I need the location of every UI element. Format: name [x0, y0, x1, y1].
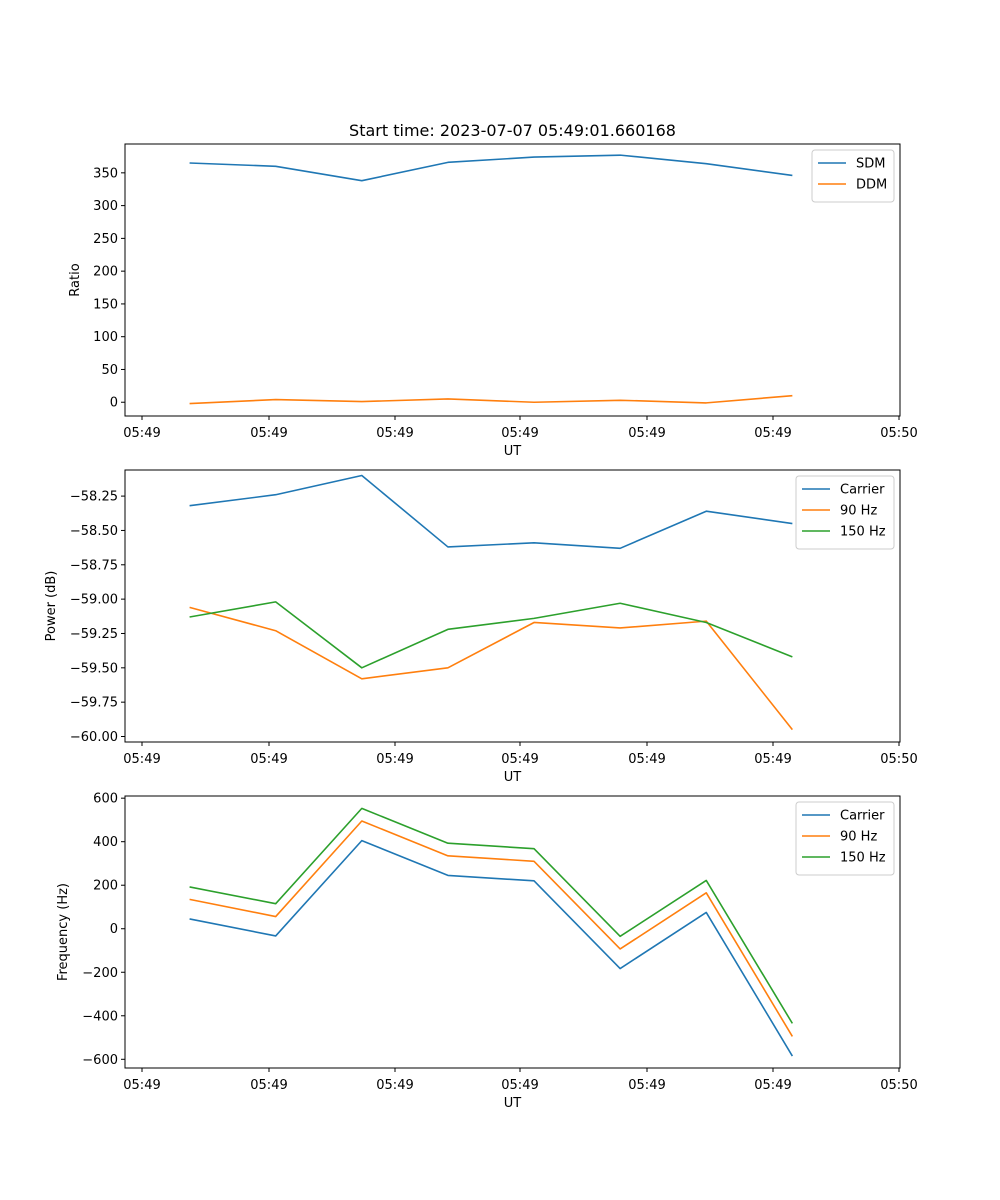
- chart-title: Start time: 2023-07-07 05:49:01.660168: [349, 121, 676, 140]
- legend-entry: 90 Hz: [840, 504, 877, 519]
- x-tick-label: 05:49: [628, 1078, 665, 1093]
- y-tick-label: −600: [82, 1053, 118, 1068]
- x-tick-label: 05:49: [754, 752, 791, 767]
- x-tick-label: 05:49: [501, 752, 538, 767]
- series-line-150-hz: [189, 807, 794, 1024]
- axes-frame: [124, 469, 901, 743]
- x-tick-label: 05:49: [501, 426, 538, 441]
- x-tick-label: 05:49: [501, 1078, 538, 1093]
- y-axis-label: Power (dB): [44, 571, 59, 642]
- series-line-90-hz: [189, 820, 794, 1037]
- y-tick-label: 0: [110, 396, 118, 411]
- y-tick-label: 150: [93, 297, 118, 312]
- x-tick-label: 05:49: [123, 426, 160, 441]
- series-line-ddm: [189, 394, 793, 405]
- y-tick-label: 600: [93, 792, 118, 807]
- y-tick-label: 300: [93, 199, 118, 214]
- legend: Carrier 90 Hz 150 Hz: [795, 475, 895, 550]
- y-tick-label: −58.50: [70, 524, 118, 539]
- x-tick-label: 05:49: [628, 752, 665, 767]
- series-line-carrier: [189, 474, 793, 550]
- y-tick-label: 350: [93, 166, 118, 181]
- legend-entry: SDM: [856, 157, 885, 172]
- y-axis-label: Ratio: [68, 263, 83, 296]
- x-axis-label: UT: [504, 770, 522, 785]
- y-tick-label: −59.75: [70, 696, 118, 711]
- y-tick-label: −59.00: [70, 593, 118, 608]
- x-tick-label: 05:49: [250, 752, 287, 767]
- y-tick-label: −58.75: [70, 558, 118, 573]
- y-tick-label: 50: [101, 363, 118, 378]
- y-tick-label: 0: [110, 922, 118, 937]
- y-tick-label: 400: [93, 835, 118, 850]
- legend-entry: 150 Hz: [840, 851, 886, 866]
- series-line-carrier: [189, 839, 794, 1057]
- x-tick-label: 05:50: [880, 1078, 917, 1093]
- legend: SDM DDM: [811, 149, 895, 203]
- x-axis-label: UT: [504, 1096, 522, 1111]
- legend: Carrier 90 Hz 150 Hz: [795, 801, 895, 876]
- y-tick-label: 250: [93, 232, 118, 247]
- legend-entry: 150 Hz: [840, 525, 886, 540]
- y-tick-label: 100: [93, 330, 118, 345]
- x-tick-label: 05:49: [250, 1078, 287, 1093]
- axes-frame: [124, 795, 901, 1069]
- x-tick-label: 05:49: [123, 1078, 160, 1093]
- legend-entry: Carrier: [840, 809, 885, 824]
- axes-frame: [124, 143, 901, 417]
- axes-2: −60.00 −59.75 −59.50 −59.25 −59.00 −58.75 −58.…: [44, 469, 918, 785]
- axes-1: 0 50 100 150 200 250 300 350 05:49 05:49 05:49 05:4…: [68, 143, 918, 459]
- series-line-sdm: [189, 154, 793, 182]
- x-tick-label: 05:49: [628, 426, 665, 441]
- legend-entry: 90 Hz: [840, 830, 877, 845]
- y-tick-label: 200: [93, 265, 118, 280]
- series-line-150-hz: [189, 601, 793, 669]
- y-tick-label: 200: [93, 879, 118, 894]
- y-axis-label: Frequency (Hz): [56, 883, 71, 981]
- x-tick-label: 05:49: [376, 1078, 413, 1093]
- legend-entry: DDM: [856, 178, 887, 193]
- x-tick-label: 05:50: [880, 752, 917, 767]
- y-tick-label: −59.50: [70, 661, 118, 676]
- x-tick-label: 05:49: [754, 1078, 791, 1093]
- x-tick-label: 05:50: [880, 426, 917, 441]
- y-tick-label: −59.25: [70, 627, 118, 642]
- series-line-90-hz: [189, 606, 793, 731]
- x-tick-label: 05:49: [123, 752, 160, 767]
- y-tick-label: −200: [82, 966, 118, 981]
- y-tick-label: −60.00: [70, 730, 118, 745]
- axes-3: −600 −400 −200 0 200 400 600 05:49 05:49 05:49 05:…: [56, 792, 918, 1111]
- x-tick-label: 05:49: [376, 752, 413, 767]
- x-tick-label: 05:49: [250, 426, 287, 441]
- y-tick-label: −400: [82, 1009, 118, 1024]
- legend-entry: Carrier: [840, 483, 885, 498]
- x-tick-label: 05:49: [754, 426, 791, 441]
- x-axis-label: UT: [504, 444, 522, 459]
- y-tick-label: −58.25: [70, 490, 118, 505]
- x-tick-label: 05:49: [376, 426, 413, 441]
